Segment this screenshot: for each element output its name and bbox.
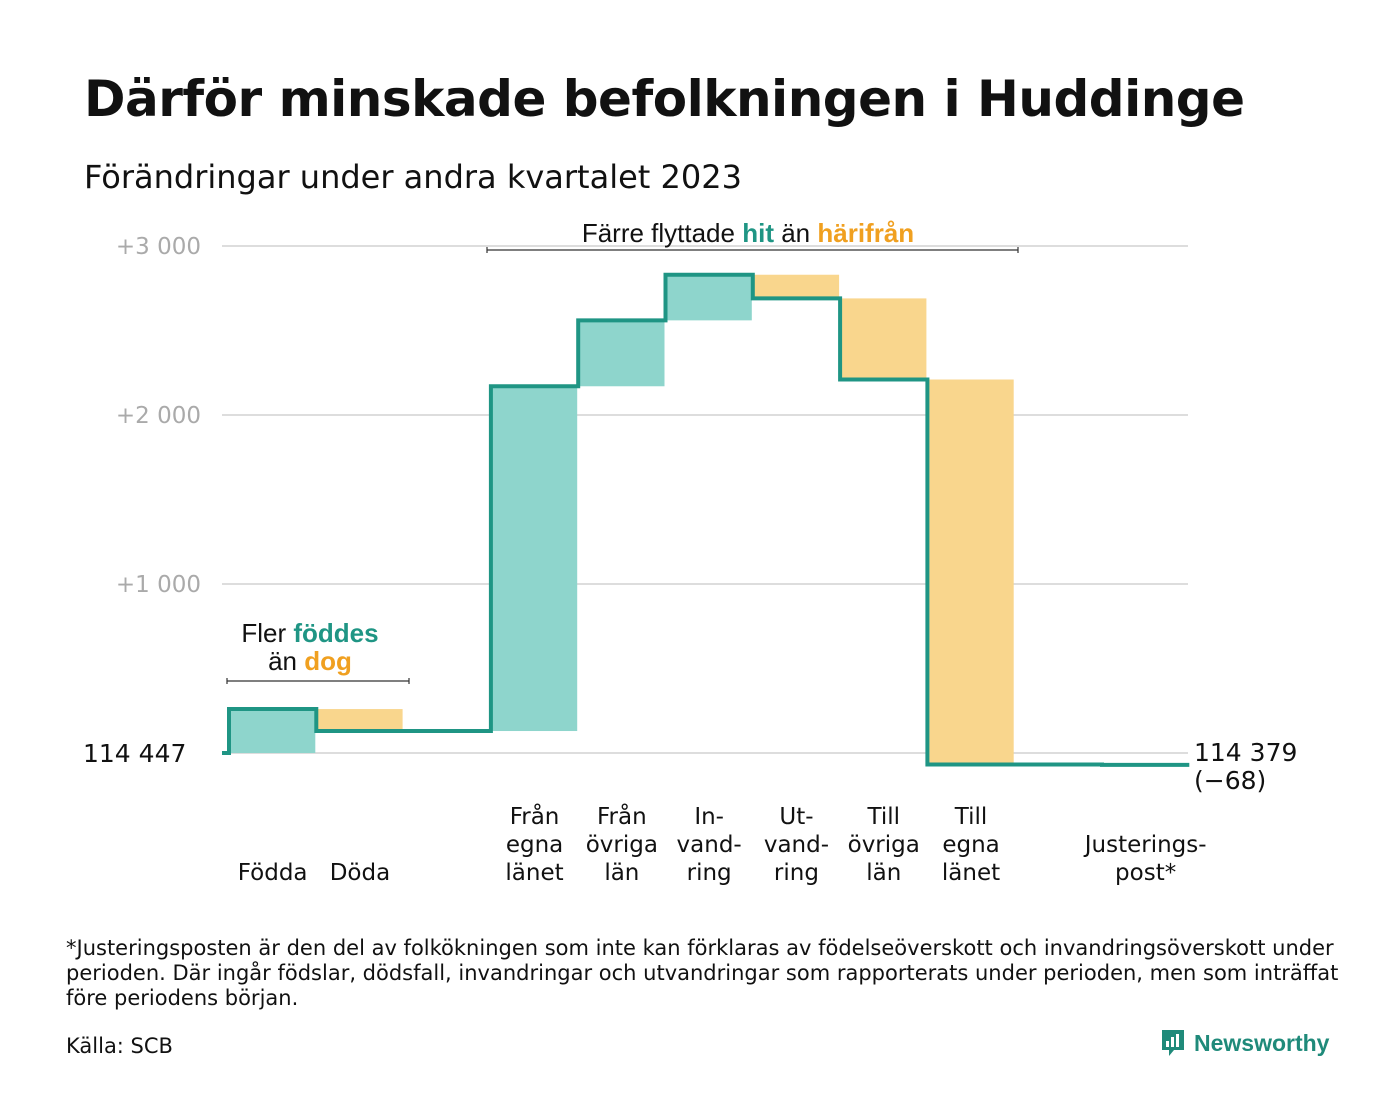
category-label: vand- xyxy=(677,832,742,858)
annotation-bracket-migration xyxy=(486,247,1019,253)
category-label: post* xyxy=(1115,860,1176,886)
category-label: län xyxy=(604,860,639,886)
category-label: län xyxy=(866,860,901,886)
start-value-label: 114 447 xyxy=(83,739,186,768)
end-value-label: 114 379 xyxy=(1194,738,1297,767)
brand-logo: Newsworthy xyxy=(1160,1028,1329,1058)
category-label: Justerings- xyxy=(1083,832,1207,858)
chart-title: Därför minskade befolkningen i Huddinge xyxy=(84,70,1245,128)
bar-tillövrigalän xyxy=(841,298,927,380)
category-label: egna xyxy=(942,832,999,858)
annotation-migration: Färre flyttade hit än härifrån xyxy=(486,218,1019,253)
category-label: Ut- xyxy=(779,804,813,830)
annotation-bracket-births xyxy=(226,678,410,684)
category-label: In- xyxy=(694,804,724,830)
bar-invandring xyxy=(666,274,752,321)
y-tick-label: +3 000 xyxy=(116,234,201,260)
y-tick-label: +1 000 xyxy=(116,572,201,598)
category-label: vand- xyxy=(764,832,829,858)
svg-text:Fler föddes: Fler föddes xyxy=(241,618,378,648)
category-label: Födda xyxy=(238,860,308,886)
brand-name: Newsworthy xyxy=(1194,1029,1330,1056)
annotation-migration-hit: hit xyxy=(742,218,774,248)
annotation-births-deaths: Fler föddes än dog xyxy=(226,618,410,684)
source-credit: Källa: SCB xyxy=(66,1034,173,1058)
category-label: Till xyxy=(866,804,900,830)
bar-frånegnalänet xyxy=(491,386,578,732)
category-label: Från xyxy=(597,802,647,830)
y-tick-label: +2 000 xyxy=(116,403,201,429)
bar-tillegnalänet xyxy=(928,379,1014,765)
category-label: ring xyxy=(687,860,732,886)
category-label: Döda xyxy=(330,860,390,886)
annotation-migration-from: härifrån xyxy=(817,218,914,248)
annotation-migration-middle: än xyxy=(774,218,817,248)
category-label: övriga xyxy=(586,832,658,858)
grid-lines xyxy=(222,245,1188,754)
step-line xyxy=(222,272,1190,767)
newsworthy-logo-icon xyxy=(1162,1030,1184,1056)
category-label: Till xyxy=(954,804,988,830)
category-label: ring xyxy=(774,860,819,886)
bar-frånövrigalän xyxy=(579,320,665,387)
annotation-deaths-highlight: dog xyxy=(304,646,352,676)
annotation-births-highlight: föddes xyxy=(293,618,378,648)
bar-döda xyxy=(317,709,403,732)
category-label: länet xyxy=(942,860,1000,886)
category-label: länet xyxy=(505,860,563,886)
chart-subtitle: Förändringar under andra kvartalet 2023 xyxy=(84,158,742,196)
bar-födda xyxy=(230,709,316,753)
category-label: övriga xyxy=(848,832,920,858)
category-label: egna xyxy=(506,832,563,858)
annotation-births-text: Fler xyxy=(241,618,293,648)
footnote: *Justeringsposten är den del av folkökni… xyxy=(66,936,1339,1010)
population-step-line xyxy=(222,272,1190,767)
bar-utvandring xyxy=(753,274,840,299)
end-change-label: (−68) xyxy=(1194,766,1266,795)
bars xyxy=(230,274,1189,766)
annotation-migration-text: Färre flyttade xyxy=(582,218,742,248)
category-label: Från xyxy=(510,802,560,830)
svg-text:Färre flyttade hit än härifrån: Färre flyttade hit än härifrån xyxy=(582,218,914,248)
annotation-deaths-text: än xyxy=(268,646,304,676)
svg-text:än dog: än dog xyxy=(268,646,352,676)
